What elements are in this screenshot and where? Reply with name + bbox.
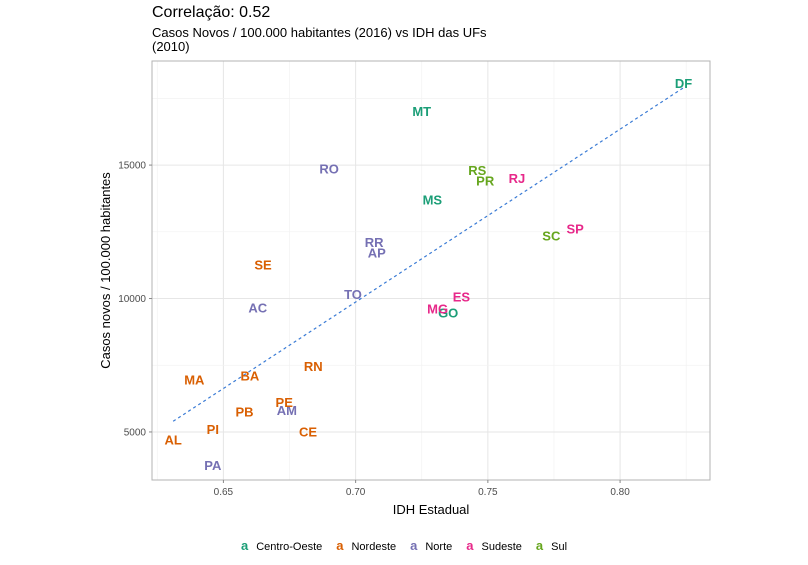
legend-key: a — [240, 538, 249, 553]
point-label-pe: PE — [276, 395, 294, 410]
point-label-to: TO — [344, 287, 362, 302]
legend-label: Sul — [551, 541, 568, 553]
x-tick-label: 0.80 — [610, 487, 630, 498]
point-label-rr: RR — [365, 235, 384, 250]
chart-subtitle: Casos Novos / 100.000 habitantes (2016) … — [152, 25, 487, 54]
y-ticks: 5000 10000 15000 — [118, 161, 152, 438]
y-tick-label: 10000 — [118, 294, 146, 305]
point-label-se: SE — [254, 258, 272, 273]
legend-label: Norte — [425, 541, 453, 553]
legend-key: a — [535, 538, 544, 553]
legend-label: Sudeste — [481, 541, 522, 553]
legend-item: a Norte — [410, 538, 452, 553]
panel-border — [151, 60, 711, 481]
point-label-sp: SP — [566, 222, 584, 237]
chart-title: Correlação: 0.52 — [152, 4, 271, 21]
point-label-ro: RO — [319, 162, 339, 177]
y-tick-label: 5000 — [124, 427, 147, 438]
point-label-ce: CE — [299, 424, 317, 439]
x-ticks: 0.65 0.70 0.75 0.80 — [214, 480, 630, 498]
point-label-ac: AC — [248, 300, 267, 315]
point-label-mt: MT — [412, 104, 431, 119]
y-axis-title: Casos novos / 100.000 habitantes — [98, 172, 113, 369]
point-label-es: ES — [453, 290, 471, 305]
point-label-rn: RN — [304, 359, 323, 374]
point-label-am: AM — [277, 403, 297, 418]
legend-key: a — [410, 538, 418, 553]
point-label-ms: MS — [423, 192, 443, 207]
legend-key: a — [466, 538, 474, 553]
point-label-pa: PA — [204, 458, 222, 473]
x-tick-label: 0.65 — [214, 487, 234, 498]
point-label-rj: RJ — [509, 171, 526, 186]
x-tick-label: 0.75 — [478, 487, 498, 498]
point-label-df: DF — [675, 76, 692, 91]
y-tick-label: 15000 — [118, 161, 146, 172]
legend-item: a Nordeste — [336, 538, 396, 553]
legend-label: Nordeste — [351, 541, 397, 553]
point-label-al: AL — [164, 432, 181, 447]
point-label-mg: MG — [427, 302, 448, 317]
legend-label: Centro-Oeste — [256, 541, 323, 553]
point-label-rs: RS — [468, 163, 486, 178]
point-label-ma: MA — [184, 372, 205, 387]
point-label-sc: SC — [542, 228, 561, 243]
point-label-pr: PR — [476, 174, 495, 189]
point-label-ap: AP — [368, 246, 386, 261]
point-label-ba: BA — [240, 368, 259, 383]
legend-item: a Sul — [536, 538, 567, 553]
x-axis-title: IDH Estadual — [393, 502, 470, 517]
point-label-go: GO — [438, 306, 458, 321]
x-tick-label: 0.70 — [346, 487, 366, 498]
point-label-pi: PI — [207, 422, 219, 437]
legend-key: a — [336, 538, 344, 553]
grid — [152, 61, 710, 480]
legend-item: a Sudeste — [466, 538, 522, 553]
legend: a Centro-Oeste a Nordeste a Norte a Sudeste a Sul — [0, 538, 808, 553]
legend-item: a Centro-Oeste — [241, 538, 322, 553]
point-label-pb: PB — [236, 404, 254, 419]
